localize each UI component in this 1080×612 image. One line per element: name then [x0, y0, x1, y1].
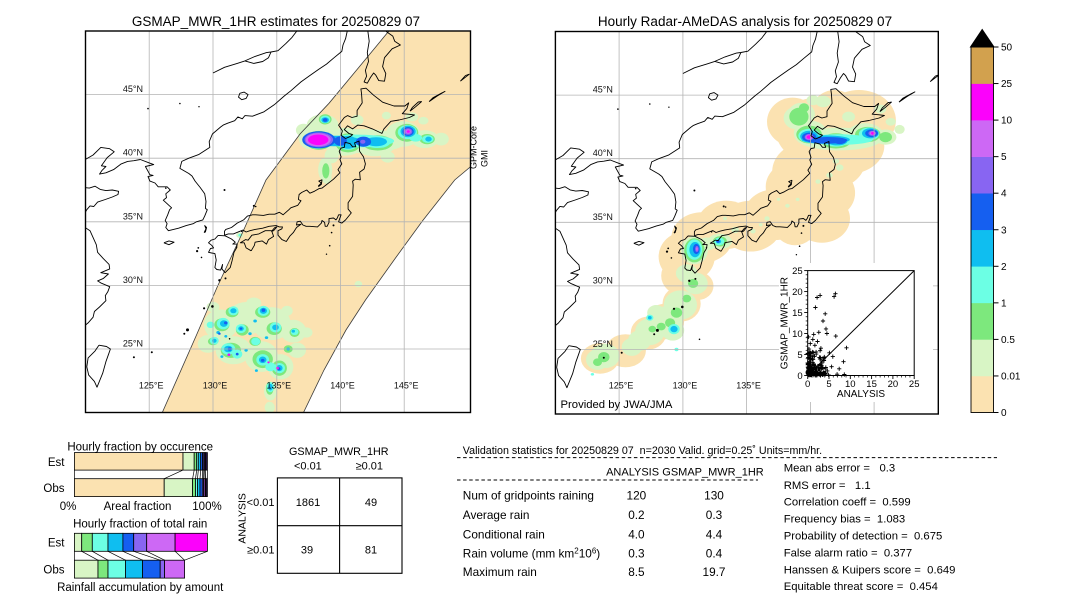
svg-text:0.5: 0.5 — [1001, 335, 1015, 346]
svg-text:<0.01: <0.01 — [294, 461, 322, 473]
svg-text:5: 5 — [826, 379, 831, 390]
svg-text:Average rain: Average rain — [463, 508, 530, 522]
svg-text:Correlation coeff = 0.599: Correlation coeff = 0.599 — [784, 497, 911, 509]
svg-text:0.2: 0.2 — [628, 508, 644, 522]
svg-text:RMS error = 1.1: RMS error = 1.1 — [784, 480, 871, 492]
svg-text:ANALYSIS: ANALYSIS — [237, 493, 249, 544]
svg-text:49: 49 — [365, 497, 377, 509]
svg-text:40°N: 40°N — [593, 148, 613, 158]
svg-text:0.01: 0.01 — [1001, 371, 1021, 382]
svg-text:15: 15 — [866, 379, 877, 390]
svg-text:25°N: 25°N — [593, 339, 613, 349]
svg-text:Frequency bias = 1.083: Frequency bias = 1.083 — [784, 513, 906, 525]
svg-text:≥0.01: ≥0.01 — [247, 545, 274, 557]
svg-text:Rain volume (mm km2106): Rain volume (mm km2106) — [463, 546, 600, 560]
svg-text:20: 20 — [888, 379, 899, 390]
svg-text:Obs: Obs — [43, 564, 64, 576]
svg-text:0.4: 0.4 — [706, 546, 723, 560]
svg-text:Hourly fraction of total rain: Hourly fraction of total rain — [73, 519, 207, 531]
svg-text:GSMAP_MWR_1HR estimates for 20: GSMAP_MWR_1HR estimates for 20250829 07 — [132, 14, 420, 29]
svg-text:5: 5 — [1001, 152, 1007, 163]
svg-text:4.4: 4.4 — [706, 528, 723, 542]
svg-text:Rainfall accumulation by amoun: Rainfall accumulation by amount — [57, 582, 224, 594]
svg-text:ANALYSIS: ANALYSIS — [606, 467, 659, 479]
svg-text:35°N: 35°N — [593, 212, 613, 222]
svg-text:GSMAP_MWR_1HR: GSMAP_MWR_1HR — [289, 446, 389, 458]
svg-text:135°E: 135°E — [266, 380, 291, 390]
svg-text:Conditional rain: Conditional rain — [463, 528, 545, 542]
svg-text:25: 25 — [792, 266, 803, 277]
svg-text:Areal fraction: Areal fraction — [104, 501, 172, 513]
svg-text:GMI: GMI — [480, 150, 490, 167]
svg-text:140°E: 140°E — [330, 380, 355, 390]
svg-text:130: 130 — [704, 489, 724, 503]
svg-text:40°N: 40°N — [123, 148, 143, 158]
svg-text:20: 20 — [792, 287, 803, 298]
svg-text:Est: Est — [48, 457, 65, 469]
svg-text:3: 3 — [1001, 225, 1007, 236]
svg-text:39: 39 — [301, 545, 313, 557]
svg-text:False alarm ratio = 0.377: False alarm ratio = 0.377 — [784, 547, 912, 559]
svg-text:Hourly Radar-AMeDAS analysis f: Hourly Radar-AMeDAS analysis for 2025082… — [598, 14, 892, 29]
svg-text:25: 25 — [909, 379, 920, 390]
svg-text:15: 15 — [792, 308, 803, 319]
svg-text:Maximum rain: Maximum rain — [463, 565, 537, 579]
svg-text:135°E: 135°E — [736, 380, 761, 390]
svg-text:45°N: 45°N — [123, 84, 143, 94]
svg-text:Provided by JWA/JMA: Provided by JWA/JMA — [561, 399, 673, 411]
svg-text:0%: 0% — [60, 501, 77, 513]
svg-text:10: 10 — [1001, 116, 1013, 127]
svg-text:8.5: 8.5 — [628, 565, 645, 579]
svg-text:130°E: 130°E — [673, 380, 698, 390]
svg-text:81: 81 — [365, 545, 377, 557]
svg-text:125°E: 125°E — [139, 380, 164, 390]
svg-text:0.3: 0.3 — [706, 508, 723, 522]
svg-text:25: 25 — [1001, 79, 1013, 90]
svg-text:125°E: 125°E — [609, 380, 634, 390]
svg-text:19.7: 19.7 — [703, 565, 726, 579]
svg-text:<0.01: <0.01 — [247, 497, 275, 509]
svg-text:2: 2 — [1001, 262, 1007, 273]
svg-text:0: 0 — [797, 371, 802, 382]
svg-text:5: 5 — [797, 350, 802, 361]
svg-text:1: 1 — [1001, 298, 1007, 309]
svg-text:Mean abs error = 0.3: Mean abs error = 0.3 — [784, 463, 895, 475]
svg-text:130°E: 130°E — [203, 380, 228, 390]
svg-text:35°N: 35°N — [123, 211, 143, 221]
svg-text:≥0.01: ≥0.01 — [356, 461, 383, 473]
svg-text:Est: Est — [48, 538, 65, 550]
svg-text:Probability of detection = 0.: Probability of detection = 0.675 — [784, 530, 943, 542]
svg-text:GSMAP_MWR_1HR: GSMAP_MWR_1HR — [662, 467, 764, 479]
svg-text:145°E: 145°E — [394, 380, 419, 390]
svg-text:25°N: 25°N — [123, 339, 143, 349]
svg-text:100%: 100% — [192, 501, 221, 513]
svg-text:ANALYSIS: ANALYSIS — [837, 389, 885, 400]
svg-text:1861: 1861 — [296, 497, 320, 509]
svg-text:4.0: 4.0 — [628, 528, 645, 542]
svg-text:GPM-Core: GPM-Core — [469, 126, 479, 169]
svg-text:0.3: 0.3 — [628, 546, 645, 560]
svg-text:10: 10 — [845, 379, 856, 390]
svg-text:4: 4 — [1001, 189, 1007, 200]
svg-text:Hourly fraction by occurence: Hourly fraction by occurence — [67, 442, 213, 454]
svg-text:120: 120 — [627, 489, 647, 503]
svg-text:10: 10 — [792, 329, 803, 340]
svg-text:GSMAP_MWR_1HR: GSMAP_MWR_1HR — [780, 277, 791, 369]
svg-text:Obs: Obs — [43, 483, 64, 495]
svg-text:Num of gridpoints raining: Num of gridpoints raining — [463, 489, 594, 503]
svg-text:Hanssen & Kuipers score = 0.6: Hanssen & Kuipers score = 0.649 — [784, 564, 956, 576]
svg-text:30°N: 30°N — [593, 275, 613, 285]
svg-text:45°N: 45°N — [593, 85, 613, 95]
svg-text:Equitable threat score = 0.45: Equitable threat score = 0.454 — [784, 581, 938, 593]
svg-text:30°N: 30°N — [123, 275, 143, 285]
svg-text:0: 0 — [1001, 408, 1007, 419]
svg-text:0: 0 — [805, 379, 810, 390]
svg-text:50: 50 — [1001, 43, 1013, 54]
svg-text:Validation statistics for 2025: Validation statistics for 20250829 07 n=… — [463, 445, 822, 457]
